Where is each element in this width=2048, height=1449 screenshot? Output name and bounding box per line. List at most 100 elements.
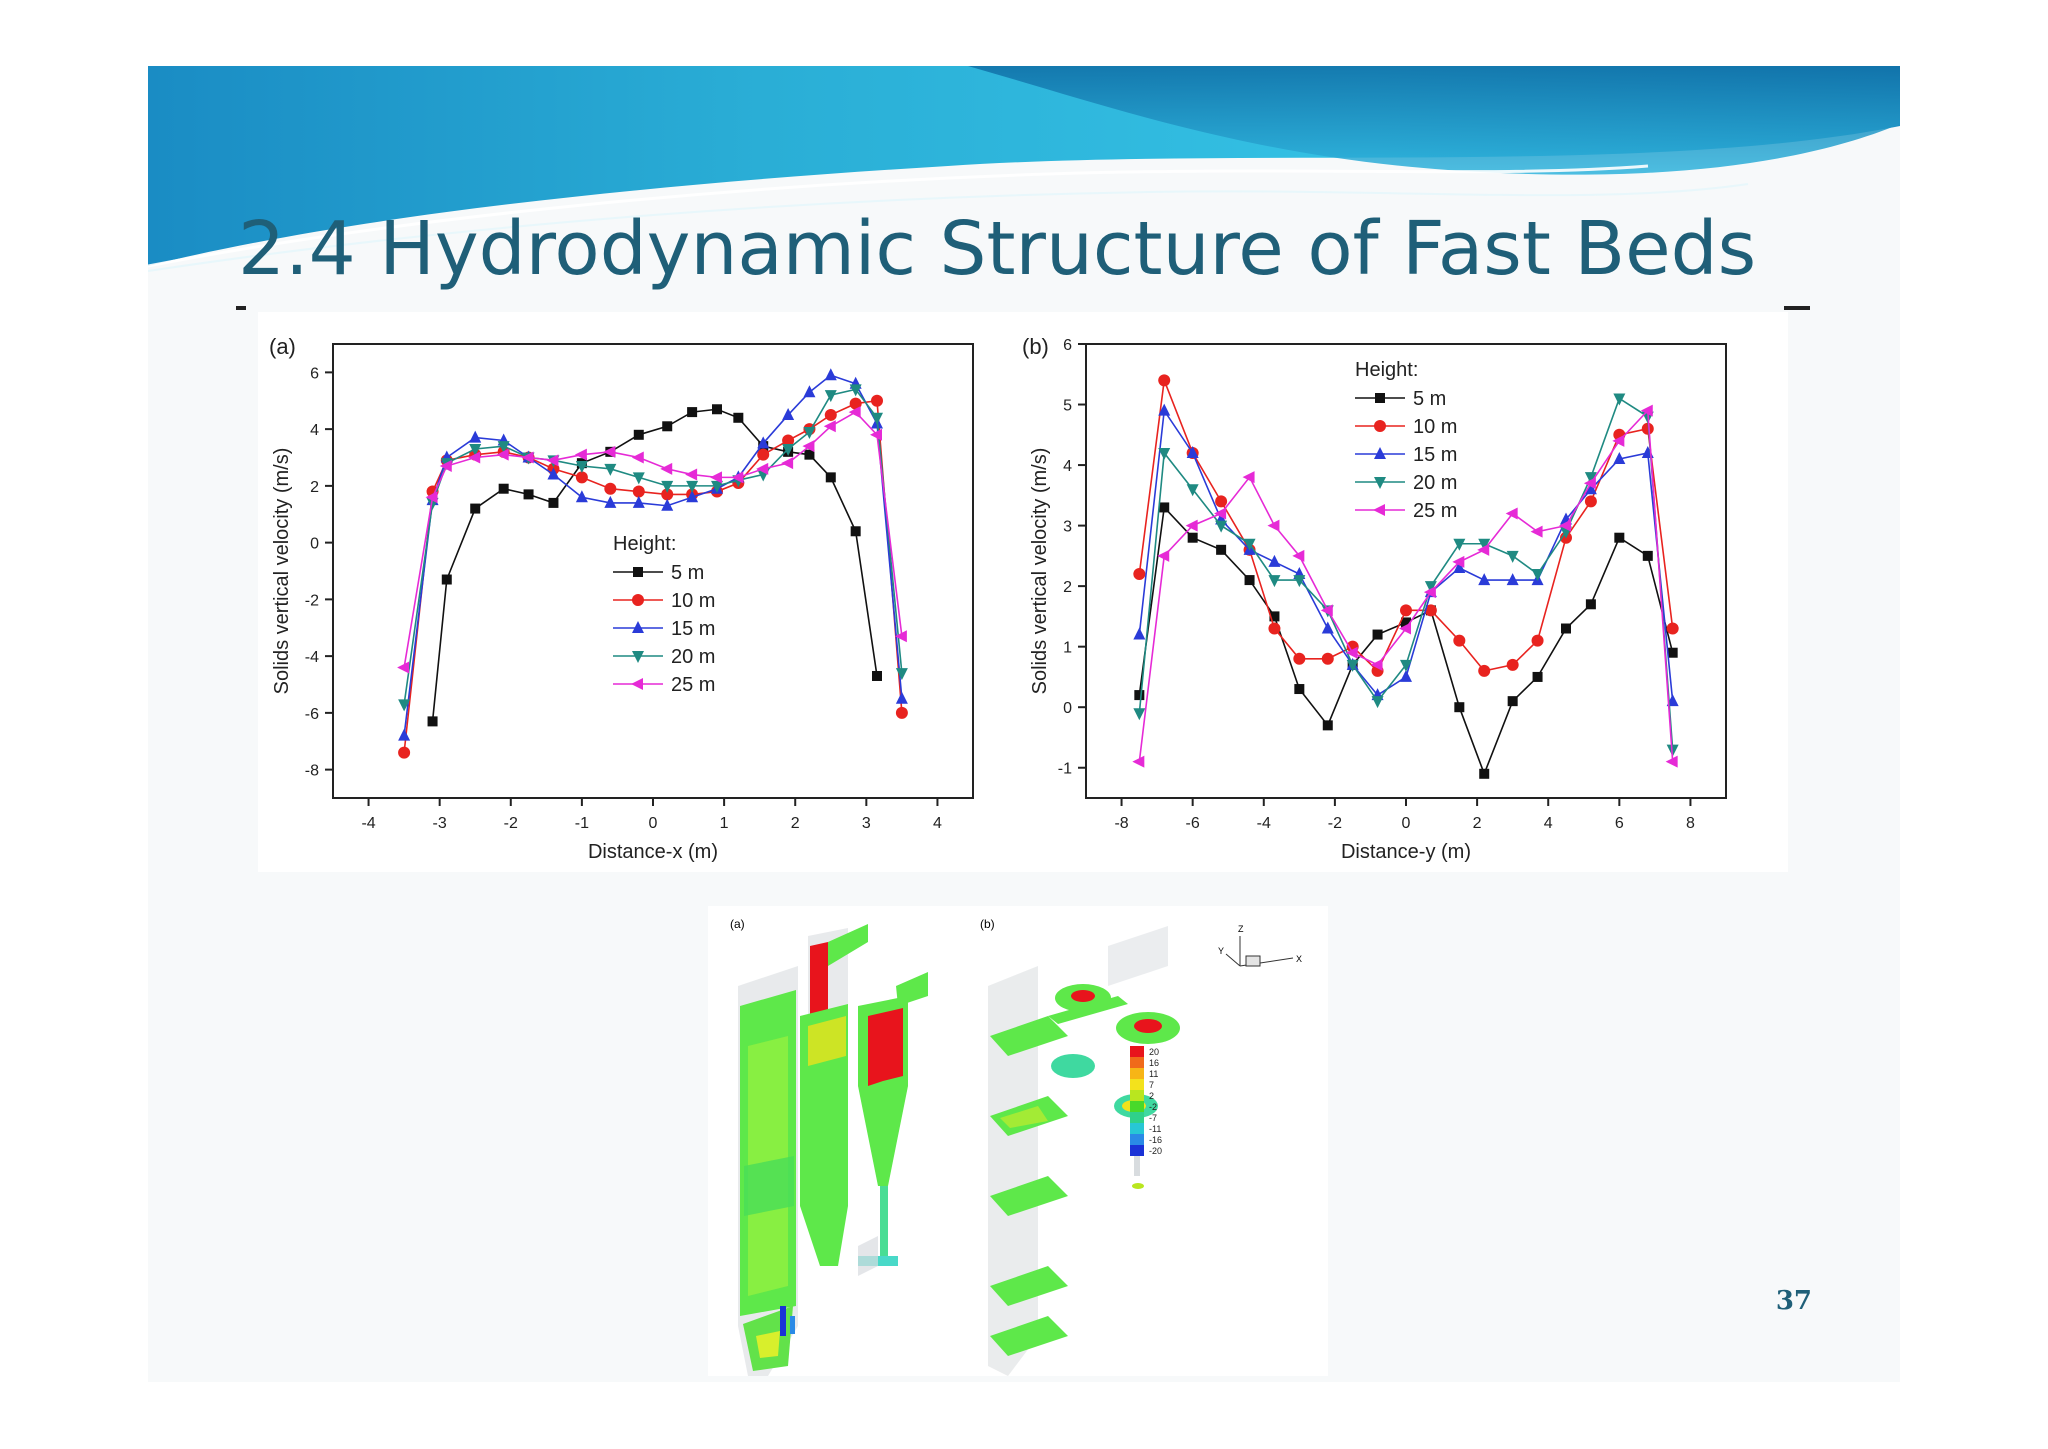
legend-entry: 15 m	[1413, 444, 1457, 466]
data-point	[497, 441, 510, 454]
data-point	[575, 461, 588, 474]
data-point	[1187, 532, 1198, 543]
data-point	[469, 443, 482, 456]
data-point	[1244, 575, 1255, 586]
data-point	[1665, 755, 1678, 768]
y-tick-label: -1	[1058, 761, 1072, 778]
data-point	[1322, 720, 1333, 731]
data-point	[1157, 549, 1170, 562]
colorbar-label: -20	[1149, 1146, 1162, 1156]
legend-marker	[633, 567, 643, 577]
data-point	[1267, 519, 1280, 532]
data-point	[1345, 646, 1358, 659]
data-point	[870, 428, 882, 441]
wave-banner	[148, 66, 1900, 272]
data-point	[1269, 611, 1280, 622]
data-point	[895, 668, 908, 681]
colorbar-label: 11	[1149, 1069, 1158, 1079]
data-point	[1641, 422, 1654, 435]
data-point	[1614, 532, 1625, 543]
colorbar-swatch	[1130, 1123, 1144, 1134]
data-point	[782, 443, 795, 456]
data-point	[1641, 445, 1654, 458]
data-point	[469, 430, 482, 443]
data-point	[1243, 538, 1256, 551]
data-point	[1530, 525, 1543, 538]
data-point	[782, 434, 795, 447]
colorbar-swatch	[1130, 1090, 1144, 1101]
data-point	[1292, 549, 1305, 562]
cfd-panel-a-label: (a)	[730, 917, 745, 931]
x-tick-label: -4	[361, 815, 375, 832]
data-point	[1612, 434, 1625, 447]
data-point	[1370, 658, 1383, 671]
data-point	[1133, 708, 1146, 721]
data-point	[1613, 452, 1626, 465]
series-line	[1138, 408, 1674, 702]
legend-marker	[1375, 393, 1385, 403]
data-point	[1186, 445, 1199, 458]
plot-frame	[332, 343, 974, 799]
colorbar-label: 2	[1149, 1091, 1154, 1101]
data-point	[1584, 482, 1597, 495]
data-point	[803, 426, 816, 439]
legend-marker	[1374, 477, 1386, 489]
axis-y-label: Y	[1218, 946, 1224, 956]
data-point	[1215, 495, 1228, 508]
x-tick-label: 2	[1473, 815, 1482, 832]
data-point	[1268, 622, 1281, 635]
y-tick-label: 1	[1063, 640, 1072, 657]
cfd-sections-b	[988, 926, 1180, 1376]
data-point	[604, 495, 617, 508]
data-point	[1294, 684, 1305, 695]
x-tick-label: -3	[433, 815, 447, 832]
data-point	[1133, 568, 1146, 581]
data-point	[849, 397, 862, 410]
data-point	[470, 503, 481, 514]
y-tick-label: -2	[305, 592, 319, 609]
data-point	[1584, 495, 1597, 508]
data-point	[1401, 617, 1411, 628]
data-point	[1293, 652, 1306, 665]
legend: Height: 5 m 10 m 15 m 20 m 25 m	[613, 533, 715, 696]
data-point	[398, 699, 411, 712]
data-point	[1399, 622, 1411, 635]
y-tick-label: 5	[1063, 398, 1072, 415]
data-point	[757, 448, 770, 461]
data-point	[1666, 622, 1679, 635]
data-point	[871, 412, 883, 425]
y-axis-label: Solids vertical velocity (m/s)	[271, 448, 293, 695]
data-point	[1453, 560, 1466, 573]
data-point	[1159, 502, 1170, 513]
data-point	[1293, 575, 1306, 588]
data-point	[441, 574, 452, 585]
panel-label: (a)	[269, 334, 296, 359]
data-point	[1186, 484, 1199, 497]
data-point	[660, 462, 673, 475]
data-point	[1478, 664, 1491, 677]
x-tick-label: -2	[1328, 815, 1342, 832]
title-rule-left	[236, 306, 246, 310]
x-tick-label: 6	[1615, 815, 1624, 832]
y-tick-label: 0	[310, 536, 319, 553]
y-tick-label: -6	[305, 706, 319, 723]
data-point	[824, 390, 837, 403]
data-point	[1531, 569, 1544, 582]
legend-entry: 15 m	[671, 618, 715, 640]
colorbar-label: -7	[1149, 1113, 1157, 1123]
data-point	[687, 407, 698, 418]
data-point	[1321, 652, 1334, 665]
x-tick-label: -4	[1257, 815, 1271, 832]
x-tick-label: -6	[1186, 815, 1200, 832]
cfd-contour-figure: (a) (b)	[708, 906, 1328, 1376]
data-point	[1585, 599, 1596, 610]
colorbar-swatch	[1130, 1112, 1144, 1123]
data-point	[1507, 696, 1518, 707]
y-tick-label: 6	[310, 365, 319, 382]
data-point	[1506, 573, 1519, 586]
y-tick-label: 3	[1063, 519, 1072, 536]
y-tick-label: -8	[305, 763, 319, 780]
slide: 2.4 Hydrodynamic Structure of Fast Beds …	[148, 66, 1900, 1382]
data-point	[731, 471, 744, 484]
